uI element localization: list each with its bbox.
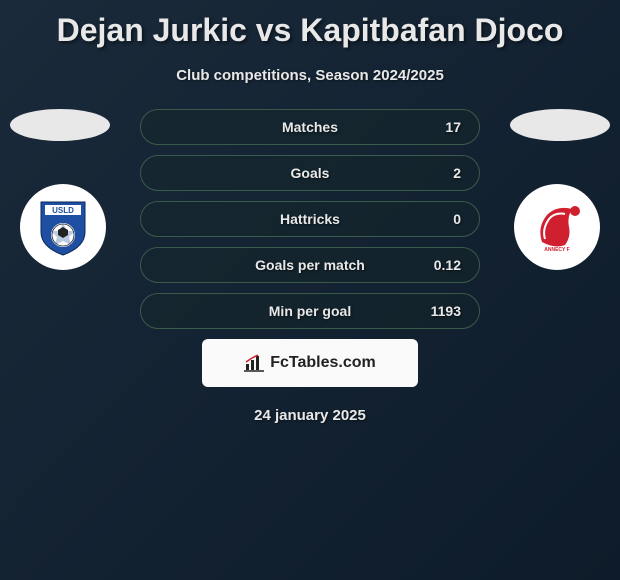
club-logo-right: ANNECY F (514, 184, 600, 270)
club-logo-left: USLD (20, 184, 106, 270)
stat-label: Goals per match (255, 257, 365, 273)
stat-row-matches: Matches 17 (140, 109, 480, 145)
annecy-logo-icon: ANNECY F (527, 197, 587, 257)
stat-label: Goals (291, 165, 330, 181)
stat-row-min-per-goal: Min per goal 1193 (140, 293, 480, 329)
stat-value-right: 2 (453, 165, 461, 181)
stats-container: Matches 17 Goals 2 Hattricks 0 Goals per… (140, 109, 480, 329)
date-text: 24 january 2025 (0, 407, 620, 424)
content-area: USLD ANNECY F Matches 17 Goals 2 Hattric… (0, 109, 620, 424)
footer-brand-text: FcTables.com (270, 354, 376, 372)
stat-row-goals-per-match: Goals per match 0.12 (140, 247, 480, 283)
chart-icon (244, 354, 264, 372)
stat-row-goals: Goals 2 (140, 155, 480, 191)
svg-text:USLD: USLD (52, 206, 74, 215)
player-badge-right (510, 109, 610, 141)
svg-text:ANNECY F: ANNECY F (544, 247, 569, 253)
player-badge-left (10, 109, 110, 141)
stat-label: Matches (282, 119, 338, 135)
page-title: Dejan Jurkic vs Kapitbafan Djoco (0, 0, 620, 49)
footer-badge: FcTables.com (202, 339, 418, 387)
stat-label: Min per goal (269, 303, 351, 319)
stat-label: Hattricks (280, 211, 340, 227)
stat-value-right: 17 (445, 119, 461, 135)
usld-logo-icon: USLD (33, 197, 93, 257)
stat-value-right: 0.12 (434, 257, 461, 273)
stat-value-right: 0 (453, 211, 461, 227)
stat-row-hattricks: Hattricks 0 (140, 201, 480, 237)
stat-value-right: 1193 (431, 303, 461, 319)
page-subtitle: Club competitions, Season 2024/2025 (0, 67, 620, 84)
